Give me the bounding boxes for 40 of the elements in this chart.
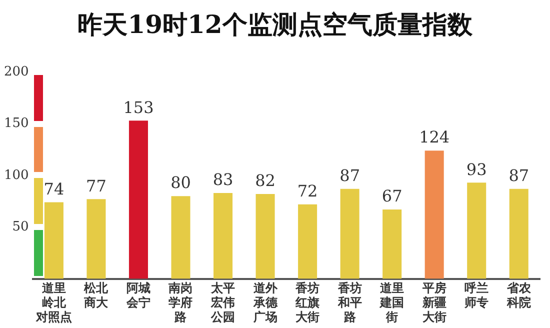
x-tick-label: 香坊和平路 <box>336 281 362 324</box>
x-tick-label: 阿城会宁 <box>125 281 150 310</box>
x-tick-label: 太平宏伟公园 <box>210 281 236 324</box>
data-label: 93 <box>466 160 487 179</box>
bar <box>171 196 190 279</box>
data-label: 124 <box>419 128 450 147</box>
bar <box>509 188 528 279</box>
data-label: 77 <box>86 176 106 196</box>
data-label: 82 <box>255 171 276 190</box>
x-tick-label: 道里建国街 <box>379 281 404 324</box>
y-tick-label: 100 <box>4 168 29 183</box>
data-label: 153 <box>123 98 154 117</box>
data-label: 72 <box>297 182 318 201</box>
x-tick-label: 南岗学府路 <box>168 281 193 324</box>
x-tick-label: 松北商大 <box>83 281 110 310</box>
data-label: 83 <box>212 170 234 190</box>
bar <box>256 194 275 279</box>
data-label: 87 <box>508 166 530 185</box>
x-tick-label: 香坊红旗大街 <box>294 281 320 324</box>
y-tick-label: 150 <box>4 116 29 132</box>
data-label: 87 <box>340 166 360 185</box>
x-tick-label: 平房新疆大街 <box>421 281 446 324</box>
bar <box>467 182 486 279</box>
bar <box>382 210 402 279</box>
x-tick-label: 呼兰师专 <box>464 281 489 310</box>
bar <box>86 199 106 279</box>
bar <box>214 192 233 279</box>
data-label: 67 <box>382 186 402 206</box>
x-tick-label: 道里岭北对照点 <box>34 281 72 324</box>
bar <box>340 188 360 279</box>
bar <box>424 150 444 279</box>
y-tick-label: 200 <box>4 64 29 80</box>
x-tick-label: 省农科院 <box>506 281 532 310</box>
y-tick-label: 50 <box>12 219 29 234</box>
bar <box>298 204 318 279</box>
data-label: 74 <box>44 179 64 198</box>
chart-title: 昨天19时12个监测点空气质量指数 <box>76 9 474 41</box>
x-tick-label: 道外承德广场 <box>252 281 278 324</box>
data-label: 80 <box>170 173 191 192</box>
bar <box>128 120 148 279</box>
